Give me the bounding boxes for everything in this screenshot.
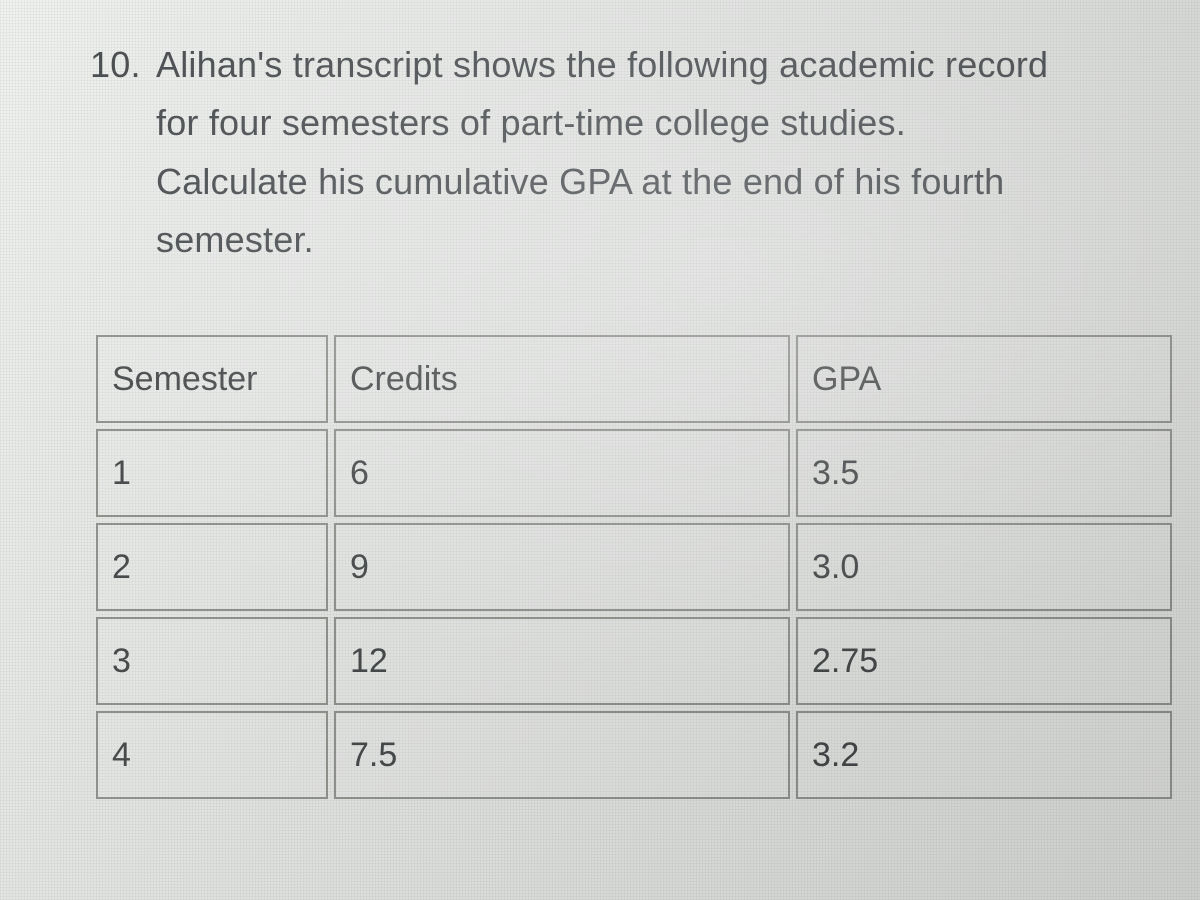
- table-row: 1 6 3.5: [96, 429, 1172, 517]
- cell-gpa: 3.2: [796, 711, 1172, 799]
- question-line-3: Calculate his cumulative GPA at the end …: [90, 153, 1140, 211]
- question-line-2: for four semesters of part-time college …: [90, 94, 1140, 152]
- transcript-table: Semester Credits GPA 1 6 3.5 2 9 3.0 3 1…: [90, 329, 1178, 805]
- cell-credits: 6: [334, 429, 790, 517]
- col-credits: Credits: [334, 335, 790, 423]
- question-number: 10.: [90, 36, 156, 94]
- cell-semester: 1: [96, 429, 328, 517]
- cell-semester: 2: [96, 523, 328, 611]
- cell-credits: 9: [334, 523, 790, 611]
- table-row: 2 9 3.0: [96, 523, 1172, 611]
- table-row: 3 12 2.75: [96, 617, 1172, 705]
- table-row: 4 7.5 3.2: [96, 711, 1172, 799]
- cell-credits: 7.5: [334, 711, 790, 799]
- question-text: 10.Alihan's transcript shows the followi…: [90, 36, 1140, 269]
- col-gpa: GPA: [796, 335, 1172, 423]
- cell-gpa: 3.5: [796, 429, 1172, 517]
- cell-semester: 4: [96, 711, 328, 799]
- table-header-row: Semester Credits GPA: [96, 335, 1172, 423]
- cell-semester: 3: [96, 617, 328, 705]
- question-line-4: semester.: [90, 211, 1140, 269]
- cell-credits: 12: [334, 617, 790, 705]
- question-line-1: Alihan's transcript shows the following …: [156, 44, 1048, 85]
- cell-gpa: 3.0: [796, 523, 1172, 611]
- col-semester: Semester: [96, 335, 328, 423]
- cell-gpa: 2.75: [796, 617, 1172, 705]
